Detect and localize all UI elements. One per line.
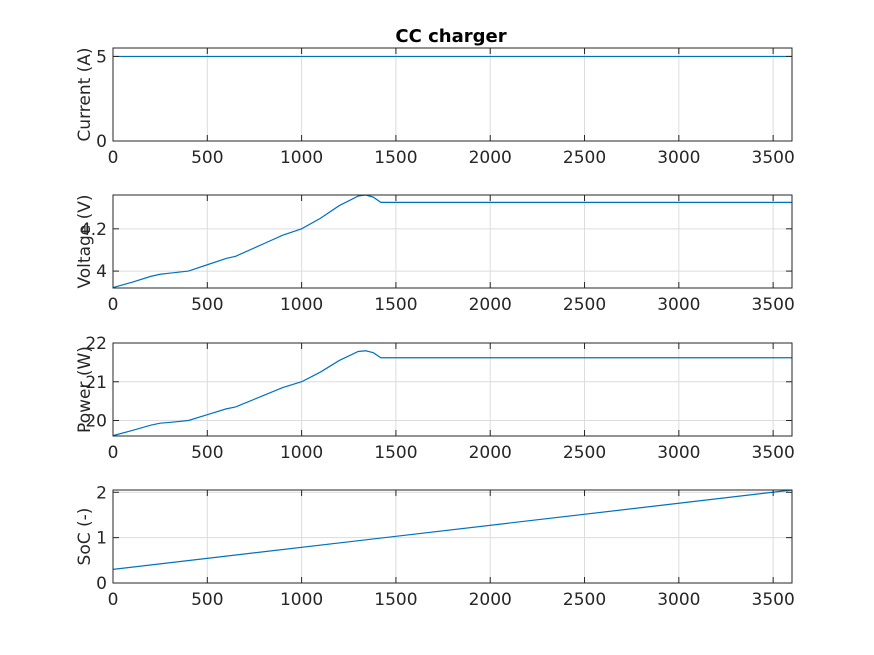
x-tick-label: 2500 [563, 443, 606, 463]
x-tick-label: 3500 [752, 443, 795, 463]
y-tick-label: 4.2 [80, 220, 107, 240]
series-line-1 [112, 350, 792, 437]
y-tick-label: 1 [96, 529, 107, 549]
x-tick-label: 3000 [657, 443, 700, 463]
x-tick-label: 0 [108, 443, 119, 463]
y-tick-label: 0 [96, 574, 107, 594]
axes-box [112, 194, 793, 289]
y-axis-label: Voltage (V) [75, 194, 95, 288]
x-tick-label: 2000 [469, 148, 512, 168]
x-tick-label: 2500 [563, 590, 606, 610]
x-tick-label: 2000 [469, 590, 512, 610]
x-tick-label: 2000 [469, 443, 512, 463]
y-tick-label: 20 [85, 412, 107, 432]
x-tick-label: 1500 [374, 295, 417, 315]
chart-title: CC charger [395, 26, 506, 47]
series-line-1 [112, 489, 793, 570]
x-tick-label: 3500 [752, 295, 795, 315]
axes-box [112, 47, 793, 142]
x-tick-label: 3000 [657, 148, 700, 168]
x-tick-label: 2500 [563, 295, 606, 315]
y-tick-label: 21 [85, 373, 107, 393]
x-tick-label: 3000 [657, 295, 700, 315]
x-tick-label: 0 [108, 590, 119, 610]
y-tick-label: 0 [96, 132, 107, 152]
x-tick-label: 1500 [374, 443, 417, 463]
x-tick-label: 1000 [280, 148, 323, 168]
axes-box [112, 489, 793, 584]
x-tick-label: 500 [191, 148, 223, 168]
y-tick-label: 22 [85, 334, 107, 354]
x-tick-label: 1500 [374, 148, 417, 168]
x-tick-label: 2000 [469, 295, 512, 315]
x-tick-label: 3500 [752, 148, 795, 168]
y-tick-label: 2 [96, 483, 107, 503]
y-axis-label: Power (W) [75, 346, 95, 433]
x-tick-label: 500 [191, 590, 223, 610]
x-tick-label: 500 [191, 443, 223, 463]
x-tick-label: 2500 [563, 148, 606, 168]
x-tick-label: 0 [108, 148, 119, 168]
y-tick-label: 5 [96, 47, 107, 67]
x-tick-label: 1500 [374, 590, 417, 610]
x-tick-label: 1000 [280, 443, 323, 463]
y-axis-label: Current (A) [75, 47, 95, 141]
x-tick-label: 500 [191, 295, 223, 315]
x-tick-label: 0 [108, 295, 119, 315]
subplot-3: 0 500 1000 1500 2000 2500 3000 3500 20 21 22Power … [75, 334, 795, 463]
y-tick-label: 4 [96, 262, 107, 282]
y-axis-label: SoC (-) [75, 508, 95, 566]
x-tick-label: 3500 [752, 590, 795, 610]
x-tick-label: 3000 [657, 590, 700, 610]
axes-box [112, 342, 793, 437]
subplot-2: 0 500 1000 1500 2000 2500 3000 3500 4 4.2Voltage … [75, 194, 795, 315]
x-tick-label: 1000 [280, 590, 323, 610]
x-tick-label: 1000 [280, 295, 323, 315]
